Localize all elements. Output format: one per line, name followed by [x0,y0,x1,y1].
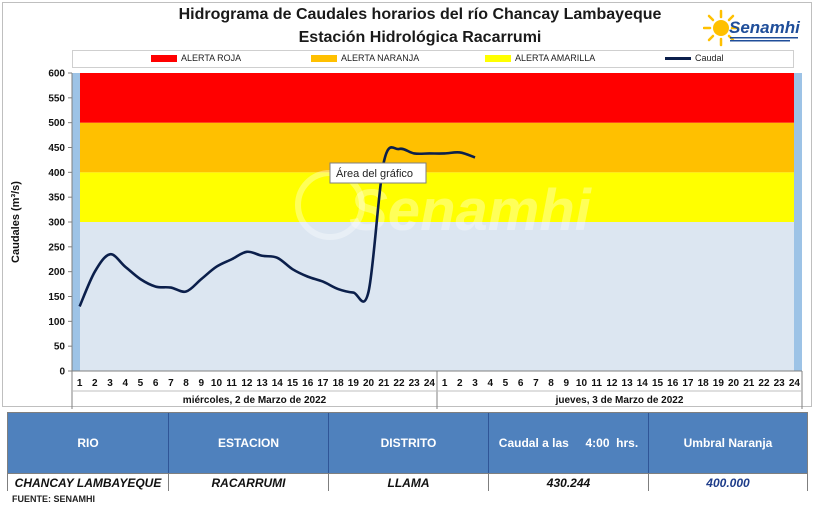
day-label: jueves, 3 de Marzo de 2022 [555,395,684,406]
chart-subtitle: Estación Hidrológica Racarrumi [298,29,542,46]
plot-right-margin [794,73,802,371]
hydrograph-plot[interactable]: Senamhi 0 50 100 150 200 250 300 350 400 450 500 550… [0,0,815,412]
y-tick-label: 350 [48,193,65,204]
y-tick-label: 0 [59,367,65,378]
x-tick-label: 1 [442,378,448,389]
x-tick-label: 5 [503,378,509,389]
x-tick-label: 10 [576,378,588,389]
legend-item-roja: ALERTA ROJA [151,53,241,63]
x-tick-label: 16 [667,378,679,389]
x-tick-label: 6 [153,378,159,389]
x-tick-label: 1 [77,378,83,389]
x-tick-label: 9 [198,378,204,389]
x-tick-label: 7 [533,378,539,389]
cell-umbral: 400.000 [649,473,807,491]
y-tick-label: 550 [48,93,65,104]
x-tick-label: 4 [122,378,128,389]
y-tick-label: 300 [48,218,65,229]
x-tick-label: 2 [457,378,463,389]
x-tick-label: 10 [211,378,223,389]
x-tick-label: 13 [257,378,269,389]
legend-item-naranja: ALERTA NARANJA [311,53,419,63]
x-tick-label: 22 [758,378,770,389]
x-tick-label: 19 [713,378,725,389]
y-tick-label: 50 [54,342,66,353]
x-tick-label: 15 [287,378,299,389]
cell-distrito: LLAMA [329,473,489,491]
band-alerta-roja [80,73,794,123]
watermark-text: Senamhi [349,178,593,243]
senamhi-logo: Senamhi [702,8,803,48]
x-tick-label: 15 [652,378,664,389]
x-tick-label: 14 [272,378,284,389]
x-tick-label: 21 [378,378,390,389]
chart-title: Hidrograma de Caudales horarios del río … [178,6,662,23]
band-alerta-amarilla [80,172,794,222]
y-axis-label: Caudales (m³/s) [10,181,22,263]
plot-left-margin [72,73,80,371]
band-normal [80,222,794,371]
x-tick-label: 4 [487,378,493,389]
y-tick-label: 600 [48,69,65,80]
summary-table: RIO ESTACION DISTRITO Caudal a las 4:00 … [7,412,808,491]
chart-tooltip: Área del gráfico [329,162,427,184]
cell-estacion: RACARRUMI [169,473,329,491]
x-tick-label: 3 [472,378,478,389]
y-tick-label: 100 [48,317,65,328]
x-tick-label: 22 [393,378,405,389]
x-tick-label: 2 [92,378,98,389]
x-tick-label: 6 [518,378,524,389]
x-tick-label: 11 [591,378,602,389]
y-tick-label: 200 [48,267,65,278]
x-tick-label: 19 [348,378,360,389]
y-tick-label: 150 [48,292,65,303]
x-tick-label: 17 [317,378,329,389]
header-rio: RIO [8,413,169,473]
x-tick-label: 21 [743,378,755,389]
y-tick-label: 450 [48,143,65,154]
x-tick-label: 23 [774,378,786,389]
x-tick-label: 24 [424,378,436,389]
x-tick-label: 16 [302,378,314,389]
series-line-caudal [78,146,476,307]
x-tick-label: 20 [728,378,740,389]
cell-rio: CHANCAY LAMBAYEQUE [8,473,169,491]
legend-item-caudal: Caudal [665,53,724,63]
header-distrito: DISTRITO [329,413,489,473]
cell-caudal: 430.244 [489,473,649,491]
x-tick-label: 14 [637,378,649,389]
x-tick-label: 7 [168,378,174,389]
x-tick-label: 12 [606,378,618,389]
x-tick-label: 12 [241,378,253,389]
x-tick-label: 9 [563,378,569,389]
source-note: FUENTE: SENAMHI [12,494,95,504]
x-tick-label: 20 [363,378,375,389]
band-alerta-naranja [80,122,794,173]
x-tick-label: 8 [548,378,554,389]
x-tick-label: 11 [226,378,237,389]
y-tick-label: 250 [48,242,65,253]
x-tick-label: 5 [138,378,144,389]
tooltip-box [329,162,427,184]
x-tick-label: 23 [409,378,421,389]
x-tick-label: 8 [183,378,189,389]
x-tick-label: 13 [622,378,634,389]
header-estacion: ESTACION [169,413,329,473]
x-tick-label: 18 [698,378,710,389]
x-tick-label: 24 [789,378,801,389]
day-label: miércoles, 2 de Marzo de 2022 [183,395,327,406]
x-tick-label: 3 [107,378,113,389]
chart-legend: ALERTA ROJA ALERTA NARANJA ALERTA AMARIL… [72,50,794,68]
header-umbral: Umbral Naranja [649,413,807,473]
x-tick-label: 17 [682,378,694,389]
x-tick-label: 18 [333,378,345,389]
header-caudal: Caudal a las 4:00 hrs. [489,413,649,473]
y-tick-label: 500 [48,118,65,129]
tooltip-text: Área del gráfico [336,167,413,180]
y-tick-label: 400 [48,168,65,179]
legend-item-amarilla: ALERTA AMARILLA [485,53,595,63]
logo-text: Senamhi [729,18,801,37]
